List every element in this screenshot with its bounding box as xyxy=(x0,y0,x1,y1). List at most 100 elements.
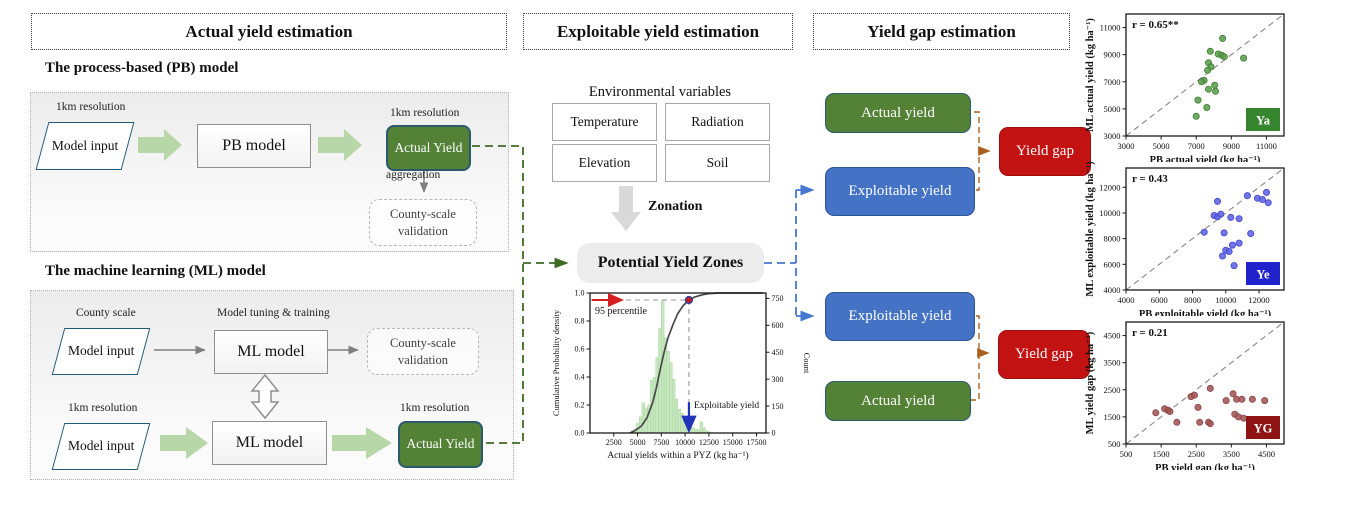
x-tick-label: 12500 xyxy=(699,438,719,447)
data-point xyxy=(1235,239,1243,247)
x-tick-label: 10000 xyxy=(1215,295,1236,305)
ml-county-model-input-label: Model input xyxy=(67,343,135,359)
left-tick-label: 0.2 xyxy=(575,401,585,410)
x-tick-label: 2500 xyxy=(1188,449,1205,459)
data-point xyxy=(1204,66,1212,74)
header-actual-yield-label: Actual yield estimation xyxy=(185,21,353,41)
y-axis-label: ML yield gap (kg ha⁻¹) xyxy=(1085,331,1096,434)
plot-frame xyxy=(1125,13,1285,137)
gap1-exploitable-yield-box: Exploitable yield xyxy=(825,167,975,216)
data-point xyxy=(1220,229,1228,237)
block-arrow-green-pb-1 xyxy=(138,129,182,161)
y-tick-label: 3500 xyxy=(1104,358,1121,368)
one-to-one-line xyxy=(1125,321,1285,445)
env-soil-label: Soil xyxy=(706,155,729,170)
data-point xyxy=(1229,390,1237,398)
ml-model-bottom-label: ML model xyxy=(235,434,304,451)
x-tick-label: 4500 xyxy=(1258,449,1275,459)
env-variables-title: Environmental variables xyxy=(588,84,732,100)
pb-output-resolution-label: 1km resolution xyxy=(390,107,460,119)
data-point xyxy=(1198,78,1206,86)
y-tick-label: 8000 xyxy=(1104,234,1121,244)
x-tick-label: 9000 xyxy=(1223,141,1240,151)
left-axis-label: Cumulative Probability density xyxy=(551,309,561,416)
ml-model-top-label: ML model xyxy=(237,343,305,360)
data-point xyxy=(1258,196,1266,204)
data-point xyxy=(1152,409,1160,417)
data-point xyxy=(1261,397,1269,405)
block-arrow-green-ml-2 xyxy=(332,427,392,459)
gap2-yield-gap-label: Yield gap xyxy=(1015,346,1073,363)
y-tick-label: 9000 xyxy=(1104,50,1121,60)
gap2-actual-yield-box: Actual yield xyxy=(825,381,971,421)
ml-actual-yield-label: Actual Yield xyxy=(406,436,475,452)
data-point xyxy=(1211,87,1219,95)
badge-ya xyxy=(1246,108,1280,131)
header-exploitable-yield: Exploitable yield estimation xyxy=(523,13,793,50)
ml-km-model-input: Model input xyxy=(51,423,151,470)
blue-dashed-connector xyxy=(764,190,797,316)
header-yield-gap: Yield gap estimation xyxy=(813,13,1070,50)
pb-input-resolution-label: 1km resolution xyxy=(56,101,126,113)
data-point xyxy=(1206,420,1214,428)
y-tick-label: 6000 xyxy=(1104,259,1121,269)
gap1-yield-gap-label: Yield gap xyxy=(1016,143,1074,160)
gap2-exploitable-yield-label: Exploitable yield xyxy=(848,308,952,325)
scatter-points xyxy=(1192,34,1248,120)
x-tick-label: 4000 xyxy=(1118,295,1135,305)
pb-model-input-label: Model input xyxy=(51,137,119,153)
exploitable-label: Exploitable yield xyxy=(694,401,759,411)
x-tick-label: 3500 xyxy=(1223,449,1240,459)
one-to-one-line xyxy=(1125,167,1285,291)
x-tick-label: 7500 xyxy=(653,438,669,447)
y-tick-label: 4500 xyxy=(1104,331,1121,341)
left-tick-label: 1.0 xyxy=(575,289,585,298)
data-point xyxy=(1203,104,1211,112)
ml-county-scale-label: County scale xyxy=(76,307,136,319)
plot-frame xyxy=(589,292,767,434)
x-axis-label: PB yield gap (kg ha⁻¹) xyxy=(1155,463,1255,470)
data-point xyxy=(1247,230,1255,238)
data-point xyxy=(1238,395,1246,403)
data-point xyxy=(1206,384,1214,392)
y-tick-label: 4000 xyxy=(1104,285,1121,295)
data-point xyxy=(1220,53,1228,61)
y-tick-label: 7000 xyxy=(1104,77,1121,87)
aggregation-label: aggregation xyxy=(386,169,441,181)
x-axis-label: Actual yields within a PYZ (kg ha⁻¹) xyxy=(607,450,748,461)
correlation-label: r = 0.43 xyxy=(1132,173,1168,185)
env-temperature-label: Temperature xyxy=(570,114,639,129)
x-tick-label: 5000 xyxy=(630,438,646,447)
plot-frame xyxy=(1125,167,1285,291)
data-point xyxy=(1206,47,1214,55)
pyz-distribution-chart: 2500 5000 7500 10000 12500 15000 175000.00.20.… xyxy=(551,289,812,461)
data-point xyxy=(1227,213,1235,221)
gap1-exploitable-yield-label: Exploitable yield xyxy=(848,183,952,200)
y-tick-label: 1500 xyxy=(1104,412,1121,422)
hist-pyz_distribution: 2500 5000 7500 10000 12500 15000 175000.00.20.… xyxy=(551,289,812,461)
data-point xyxy=(1213,197,1221,205)
data-point xyxy=(1222,397,1230,405)
data-point xyxy=(1205,85,1213,93)
ml-km-model-input-label: Model input xyxy=(67,438,135,454)
ml-km-resolution-label: 1km resolution xyxy=(68,402,138,414)
x-tick-label: 12000 xyxy=(1248,295,1269,305)
one-to-one-line xyxy=(1125,13,1285,137)
threshold-dot xyxy=(684,295,694,305)
ml-section-title: The machine learning (ML) model xyxy=(45,263,266,279)
x-tick-label: 11000 xyxy=(1256,141,1277,151)
x-tick-label: 7000 xyxy=(1188,141,1205,151)
right-tick-label: 450 xyxy=(772,348,784,357)
data-point xyxy=(1243,192,1251,200)
pb-model-label: PB model xyxy=(222,137,286,154)
data-point xyxy=(1230,262,1238,270)
x-axis-label: PB actual yield (kg ha⁻¹) xyxy=(1150,155,1261,162)
data-point xyxy=(1194,96,1202,104)
ml-output-resolution-label: 1km resolution xyxy=(400,402,470,414)
badge-label: YG xyxy=(1254,422,1273,436)
block-arrow-gray-zonation xyxy=(611,186,641,231)
